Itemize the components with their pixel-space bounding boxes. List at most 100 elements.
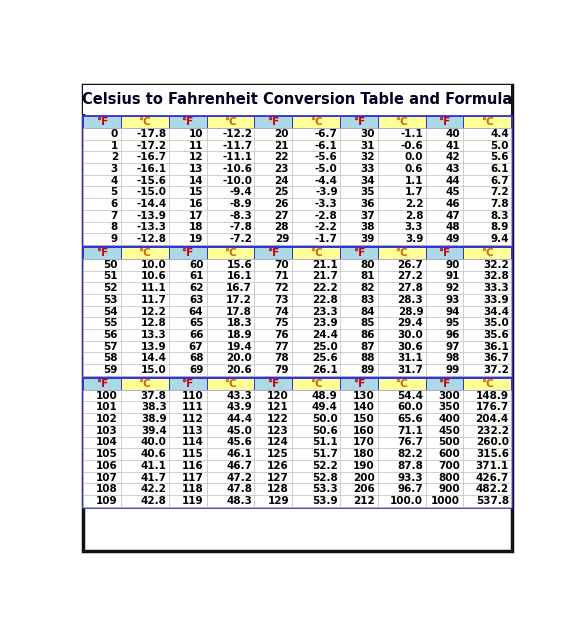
Text: 232.2: 232.2 — [476, 426, 509, 436]
Text: 11.7: 11.7 — [141, 295, 166, 305]
Bar — [206, 163, 255, 175]
Bar — [169, 163, 206, 175]
Bar — [121, 248, 169, 259]
Text: 23.9: 23.9 — [312, 318, 338, 328]
Bar — [340, 413, 378, 425]
Text: 27: 27 — [274, 211, 289, 220]
Bar — [255, 186, 292, 198]
Text: 94: 94 — [445, 307, 460, 316]
Text: 3: 3 — [111, 164, 118, 174]
Text: 34.4: 34.4 — [483, 307, 509, 316]
Text: °F: °F — [438, 248, 451, 258]
Bar — [292, 248, 340, 259]
Text: 30.0: 30.0 — [397, 330, 423, 340]
Bar — [426, 282, 463, 294]
Bar — [206, 449, 255, 460]
Text: -7.2: -7.2 — [229, 234, 252, 244]
Text: 104: 104 — [96, 437, 118, 447]
Text: 46.1: 46.1 — [226, 449, 252, 459]
Bar — [206, 390, 255, 401]
Text: 25.0: 25.0 — [312, 341, 338, 352]
Bar — [255, 413, 292, 425]
Text: 51: 51 — [103, 272, 118, 282]
Bar — [255, 259, 292, 270]
Bar — [84, 117, 121, 128]
Text: 700: 700 — [438, 461, 460, 471]
Text: °C: °C — [310, 117, 322, 127]
Bar — [378, 306, 426, 318]
Text: 8.9: 8.9 — [491, 222, 509, 232]
Text: 7: 7 — [111, 211, 118, 220]
Bar — [292, 472, 340, 483]
Bar — [292, 341, 340, 353]
Bar — [426, 117, 463, 128]
Bar — [121, 128, 169, 140]
Bar — [169, 198, 206, 210]
Text: 40.6: 40.6 — [141, 449, 166, 459]
Text: 60: 60 — [189, 260, 204, 270]
Bar — [84, 378, 121, 390]
Bar — [378, 472, 426, 483]
Bar — [206, 128, 255, 140]
Bar — [169, 390, 206, 401]
Bar — [463, 282, 511, 294]
Bar — [292, 318, 340, 329]
Text: 206: 206 — [353, 484, 375, 495]
Text: 31.7: 31.7 — [397, 365, 423, 375]
Bar — [426, 306, 463, 318]
Bar — [169, 318, 206, 329]
Text: 124: 124 — [267, 437, 289, 447]
Text: -16.1: -16.1 — [136, 164, 166, 174]
Text: 12: 12 — [189, 152, 204, 162]
Bar — [169, 483, 206, 495]
Text: 89: 89 — [360, 365, 375, 375]
Text: 43: 43 — [445, 164, 460, 174]
Text: 6.1: 6.1 — [490, 164, 509, 174]
Bar — [340, 163, 378, 175]
Text: 65.6: 65.6 — [397, 414, 423, 424]
Text: 18: 18 — [189, 222, 204, 232]
Bar — [206, 353, 255, 364]
Text: 102: 102 — [96, 414, 118, 424]
Bar — [340, 294, 378, 306]
Bar — [340, 186, 378, 198]
Bar — [378, 259, 426, 270]
Bar — [463, 117, 511, 128]
Text: 72: 72 — [274, 283, 289, 293]
Bar — [463, 151, 511, 163]
Text: °F: °F — [438, 117, 451, 127]
Text: 12.2: 12.2 — [141, 307, 166, 316]
Text: 29.4: 29.4 — [397, 318, 423, 328]
Text: 40: 40 — [445, 129, 460, 139]
Bar — [121, 306, 169, 318]
Text: 109: 109 — [96, 496, 118, 506]
Bar — [463, 306, 511, 318]
Text: °F: °F — [438, 379, 451, 389]
Text: 537.8: 537.8 — [476, 496, 509, 506]
Text: 35.6: 35.6 — [483, 330, 509, 340]
Text: 170: 170 — [353, 437, 375, 447]
Bar — [340, 306, 378, 318]
Text: -13.3: -13.3 — [136, 222, 166, 232]
Text: 37.8: 37.8 — [141, 391, 166, 401]
Text: 36.1: 36.1 — [483, 341, 509, 352]
Bar — [463, 329, 511, 341]
Bar — [292, 186, 340, 198]
Text: 121: 121 — [267, 403, 289, 412]
Text: 53.3: 53.3 — [312, 484, 338, 495]
Text: 2: 2 — [111, 152, 118, 162]
Bar — [84, 437, 121, 449]
Text: °C: °C — [139, 248, 151, 258]
Text: °C: °C — [224, 248, 237, 258]
Text: 78: 78 — [274, 353, 289, 364]
Text: 19: 19 — [189, 234, 204, 244]
Bar — [426, 390, 463, 401]
Bar — [340, 460, 378, 472]
Text: 1.1: 1.1 — [405, 176, 423, 186]
Text: 96.7: 96.7 — [397, 484, 423, 495]
Text: 41: 41 — [445, 140, 460, 151]
Bar — [340, 175, 378, 186]
Bar — [169, 128, 206, 140]
Text: 48.9: 48.9 — [312, 391, 338, 401]
Text: 87: 87 — [360, 341, 375, 352]
